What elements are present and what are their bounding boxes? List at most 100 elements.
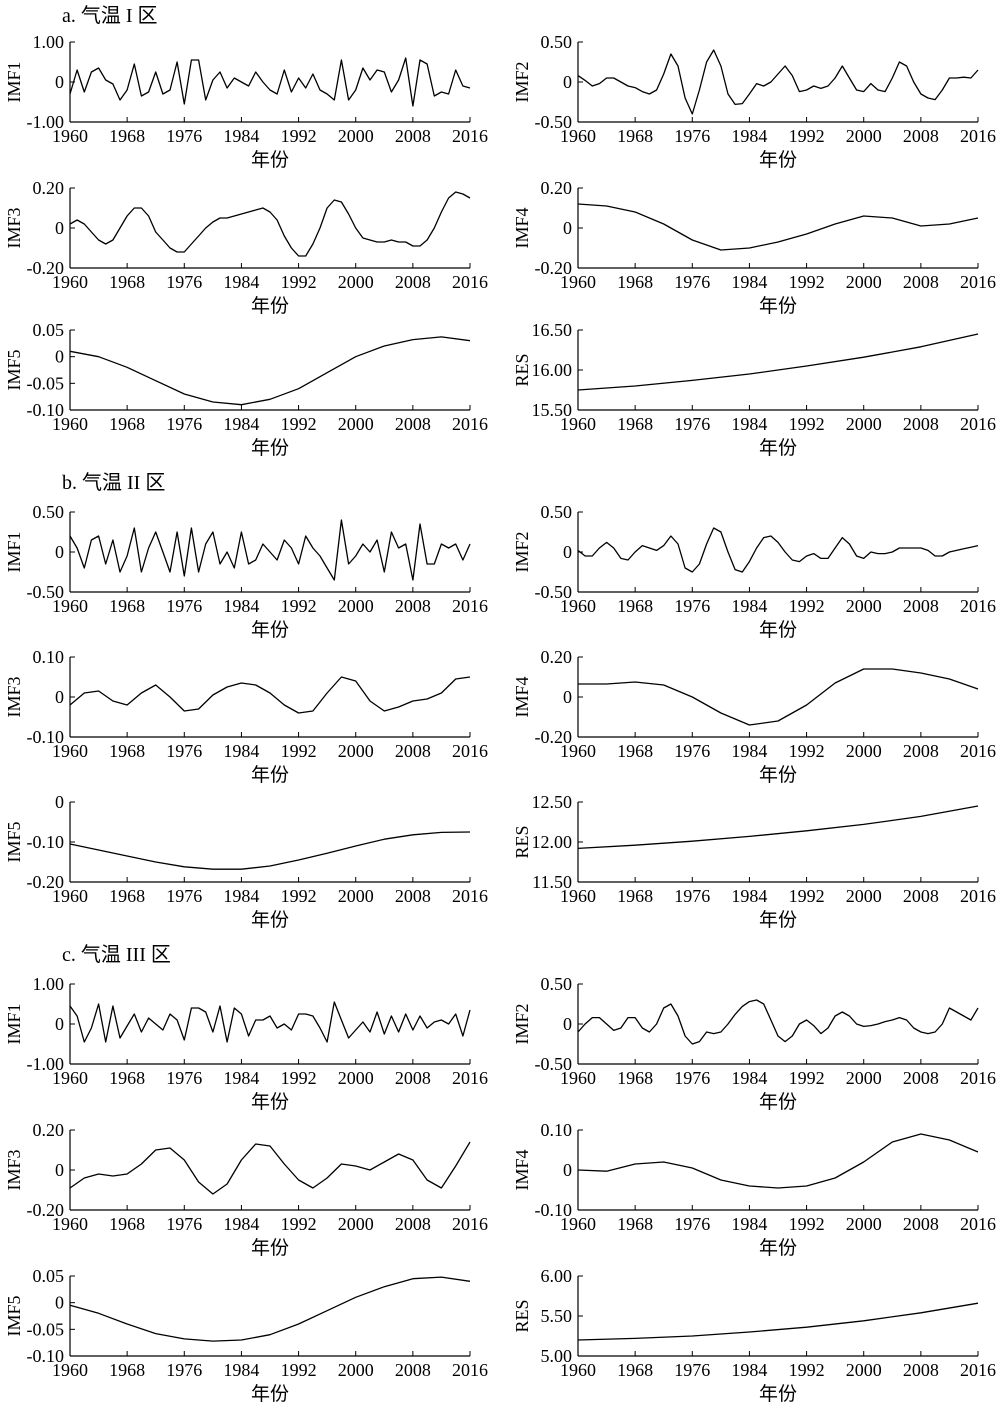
x-tick-label: 2016 <box>960 741 996 761</box>
x-tick-label: 2016 <box>452 414 488 434</box>
x-tick-label: 1984 <box>731 1214 767 1234</box>
x-axis-label: 年份 <box>759 764 797 786</box>
y-tick-label: 0 <box>563 687 572 707</box>
x-tick-label: 1992 <box>281 272 317 292</box>
y-tick-label: -0.10 <box>27 1346 65 1366</box>
series-line <box>578 668 979 726</box>
y-tick-label: -0.20 <box>535 727 573 747</box>
x-tick-label: 2000 <box>338 741 374 761</box>
y-tick-label: 0.20 <box>33 1120 65 1140</box>
y-tick-label: 0 <box>55 347 64 367</box>
x-tick-label: 1976 <box>674 741 710 761</box>
y-axis-label: RES <box>512 353 532 386</box>
y-tick-label: 0.50 <box>541 502 573 522</box>
y-axis-label: IMF4 <box>512 207 532 248</box>
x-tick-label: 1992 <box>789 1214 825 1234</box>
y-tick-label: -0.20 <box>535 258 573 278</box>
y-tick-label: 0.20 <box>33 178 65 198</box>
y-tick-label: 5.50 <box>541 1306 573 1326</box>
y-axis-label: IMF4 <box>512 1149 532 1190</box>
x-tick-label: 1968 <box>617 414 653 434</box>
x-tick-label: 1984 <box>223 596 259 616</box>
y-tick-label: -1.00 <box>27 1054 65 1074</box>
y-axis-label: IMF3 <box>4 676 24 717</box>
x-tick-label: 2008 <box>903 741 939 761</box>
x-tick-label: 2016 <box>960 886 996 906</box>
y-tick-label: -0.10 <box>27 727 65 747</box>
y-axis-label: IMF2 <box>512 61 532 102</box>
y-tick-label: -0.10 <box>27 832 65 852</box>
x-tick-label: 1960 <box>560 1360 596 1380</box>
y-tick-label: -0.10 <box>27 400 65 420</box>
x-tick-label: 1976 <box>166 126 202 146</box>
y-tick-label: 0 <box>55 218 64 238</box>
x-tick-label: 1984 <box>223 272 259 292</box>
x-tick-label: 2016 <box>960 414 996 434</box>
x-axis-label: 年份 <box>759 619 797 641</box>
y-axis-label: IMF4 <box>512 676 532 717</box>
x-tick-label: 1976 <box>166 886 202 906</box>
x-tick-label: 1984 <box>731 886 767 906</box>
y-tick-label: 12.50 <box>532 792 573 812</box>
x-tick-label: 2008 <box>395 1360 431 1380</box>
x-axis-label: 年份 <box>759 149 797 171</box>
x-tick-label: 1976 <box>166 1360 202 1380</box>
y-tick-label: 0.10 <box>33 647 65 667</box>
y-tick-label: 0 <box>563 72 572 92</box>
series-line <box>577 333 979 391</box>
x-tick-label: 2000 <box>338 1214 374 1234</box>
y-tick-label: 0.50 <box>541 32 573 52</box>
x-tick-label: 1992 <box>281 1360 317 1380</box>
series-line <box>69 336 471 406</box>
x-tick-label: 2000 <box>846 1068 882 1088</box>
x-tick-label: 2008 <box>395 272 431 292</box>
x-tick-label: 2008 <box>903 596 939 616</box>
y-tick-label: 0 <box>55 792 64 812</box>
series-line <box>577 49 979 115</box>
series-line <box>577 999 979 1045</box>
section-title-a: a. 气温 I 区 <box>62 4 158 27</box>
x-tick-label: 2000 <box>338 272 374 292</box>
x-tick-label: 2000 <box>846 272 882 292</box>
x-tick-label: 1976 <box>674 1214 710 1234</box>
y-axis-label: IMF5 <box>4 821 24 862</box>
x-tick-label: 2016 <box>960 596 996 616</box>
x-tick-label: 2000 <box>846 741 882 761</box>
y-tick-label: 16.50 <box>532 320 573 340</box>
x-tick-label: 1976 <box>674 126 710 146</box>
x-tick-label: 1992 <box>789 596 825 616</box>
series-line <box>69 1276 471 1342</box>
x-tick-label: 2008 <box>903 1214 939 1234</box>
x-tick-label: 1976 <box>674 414 710 434</box>
x-tick-label: 1960 <box>560 1214 596 1234</box>
x-tick-label: 2008 <box>903 126 939 146</box>
y-tick-label: 0 <box>55 1160 64 1180</box>
x-tick-label: 1960 <box>52 596 88 616</box>
x-tick-label: 2016 <box>960 1214 996 1234</box>
y-axis-label: IMF3 <box>4 1149 24 1190</box>
x-tick-label: 2008 <box>395 1068 431 1088</box>
x-tick-label: 2016 <box>452 272 488 292</box>
x-tick-label: 1976 <box>166 414 202 434</box>
x-tick-label: 2008 <box>903 886 939 906</box>
x-tick-label: 1984 <box>223 886 259 906</box>
x-tick-label: 1968 <box>109 596 145 616</box>
x-tick-label: 1976 <box>674 886 710 906</box>
x-tick-label: 1960 <box>560 126 596 146</box>
x-tick-label: 2016 <box>960 1360 996 1380</box>
x-tick-label: 2000 <box>846 414 882 434</box>
x-tick-label: 1976 <box>166 272 202 292</box>
x-tick-label: 1960 <box>52 126 88 146</box>
section-title-b: b. 气温 II 区 <box>62 471 165 494</box>
y-tick-label: 0.50 <box>33 502 65 522</box>
y-axis-label: IMF1 <box>4 61 24 102</box>
x-tick-label: 2016 <box>960 272 996 292</box>
x-tick-label: 2016 <box>452 886 488 906</box>
